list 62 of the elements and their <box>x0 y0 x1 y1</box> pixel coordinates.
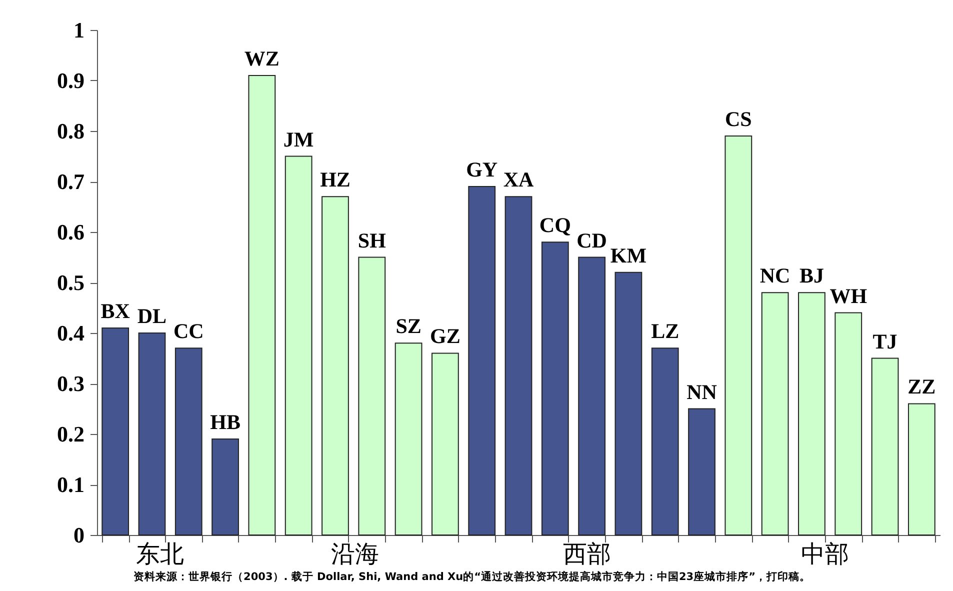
text: 沿海 <box>331 542 379 568</box>
y-tick-label: 0.8 <box>57 118 84 144</box>
x-tick-label: CS <box>724 107 752 132</box>
text: 西部 <box>563 541 611 568</box>
bar <box>138 332 166 536</box>
x-tick-label: KM <box>610 243 647 268</box>
bar <box>102 327 130 536</box>
y-tick-label: 0.7 <box>57 169 84 194</box>
y-tick-label: 0.6 <box>57 220 84 244</box>
x-tick-label: CQ <box>539 213 571 238</box>
y-tick-label: 1 <box>74 18 84 42</box>
y-tick-label: 0 <box>74 522 84 548</box>
x-tick-label: HB <box>210 410 240 434</box>
bar <box>578 256 606 536</box>
bar <box>212 438 239 536</box>
bar <box>468 186 496 536</box>
bar <box>834 312 862 536</box>
x-tick-label: XA <box>503 168 534 192</box>
x-tick-label: BJ <box>799 264 824 288</box>
x-tick-label: CD <box>576 228 607 252</box>
y-tick-label: 0.3 <box>57 371 84 396</box>
x-tick-label: WH <box>830 284 868 308</box>
x-tick-label: NN <box>686 380 717 404</box>
x-tick-label: HZ <box>320 168 350 192</box>
bar <box>432 352 459 536</box>
bar <box>871 358 899 536</box>
x-tick-label: GZ <box>430 324 460 348</box>
bar <box>688 408 716 536</box>
bar <box>322 196 349 536</box>
bar <box>908 403 936 536</box>
bar <box>248 74 276 536</box>
y-tick-label: 0.9 <box>57 68 84 93</box>
x-tick-label: LZ <box>651 319 680 344</box>
x-tick-label: JM <box>283 127 314 152</box>
bar <box>761 292 789 536</box>
bar <box>614 272 642 536</box>
bar <box>504 196 532 536</box>
text: 东北 <box>136 541 184 568</box>
y-tick-label: 0.4 <box>57 320 84 346</box>
x-tick-label: NC <box>760 264 790 288</box>
bar <box>394 342 422 536</box>
bar <box>651 348 679 536</box>
x-tick-label: ZZ <box>908 374 936 399</box>
y-tick-label: 0.2 <box>57 422 84 446</box>
x-tick-label: SH <box>358 228 386 252</box>
x-tick-label: CC <box>173 319 204 344</box>
bar <box>541 242 569 536</box>
x-tick-label: GY <box>466 158 498 182</box>
bar <box>174 348 202 536</box>
y-tick-label: 0.5 <box>57 270 84 295</box>
x-tick-label: TJ <box>872 329 898 354</box>
x-tick-label: DL <box>137 304 167 328</box>
bar <box>724 136 752 536</box>
bar <box>284 156 312 536</box>
x-tick-label: BX <box>100 298 130 323</box>
text: 中部 <box>801 541 849 568</box>
bar <box>358 256 386 536</box>
bar <box>798 292 826 536</box>
y-tick-label: 0.1 <box>57 472 84 497</box>
x-tick-label: WZ <box>244 46 280 70</box>
x-tick-label: SZ <box>396 314 422 338</box>
text: 资料来源：世界银行（2003）. 载于 Dollar, Shi, Wand and Xu的“通过改善投资环境提高城市竞争力：中国23座城市排序”，打印稿。 <box>134 570 810 583</box>
